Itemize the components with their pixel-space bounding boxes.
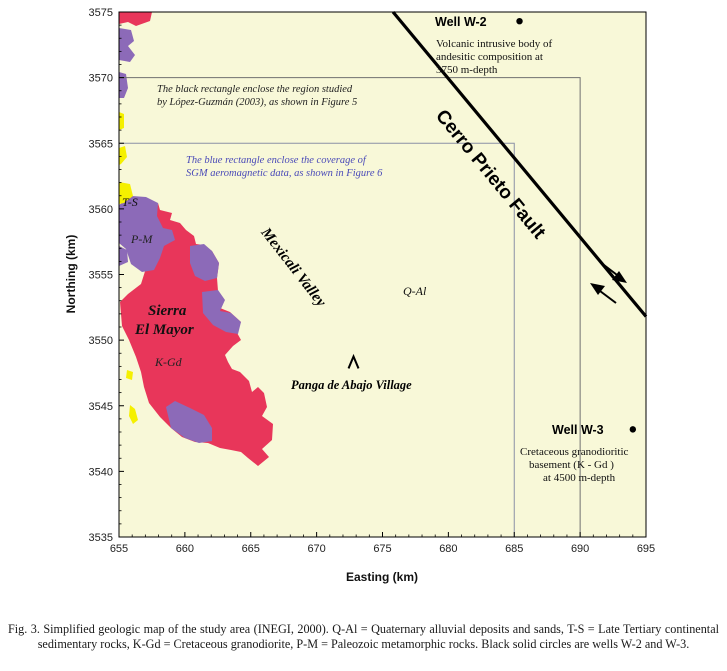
unit-t-s-tertiary [119,112,124,130]
unit-p-m-metamorphic-north-2 [119,72,128,98]
x-axis-label: Easting (km) [346,570,418,584]
x-tick-label: 675 [373,543,391,555]
well-w3-label: Well W-3 [552,423,604,437]
unit-k-gd-north-corner [119,12,128,20]
x-tick-label: 665 [242,543,260,555]
p-m-unit-label: P-M [130,232,153,246]
well-w2-marker [516,17,523,25]
black-rectangle [119,77,581,537]
well-w3-note-line-3: at 4500 m-depth [543,472,616,484]
unit-k-gd-granodiorite [120,203,273,466]
unit-p-m-metamorphic-north [119,28,135,62]
y-tick-label: 3575 [89,7,113,19]
black-rectangle-note-line-2: by López-Guzmán (2003), as shown in Figu… [157,97,357,108]
y-tick-label: 3560 [89,204,113,216]
sierra-el-mayor-label-line-1: Sierra [148,303,187,319]
well-w2-note-line-3: 3750 m-depth [436,64,498,76]
figure-caption: Fig. 3. Simplified geologic map of the s… [8,622,719,651]
blue-rectangle-edge [119,142,515,537]
village-label: Panga de Abajo Village [291,378,412,392]
x-tick-label: 685 [505,543,523,555]
unit-t-s-tertiary-2 [119,146,127,165]
blue-rectangle-note-line-1: The blue rectangle enclose the coverage … [186,155,368,166]
well-w3-note-line-1: Cretaceous granodioritic [520,446,629,458]
x-tick-label: 680 [439,543,457,555]
well-w2-label: Well W-2 [435,15,487,29]
x-tick-label: 660 [176,543,194,555]
y-axis-ticks: 3575 3570 3565 3560 3555 3550 3545 3540 3535 [89,7,124,544]
q-al-unit-label: Q-Al [403,284,427,298]
y-tick-label: 3535 [89,532,113,544]
y-tick-label: 3565 [89,138,113,150]
unit-t-s-tertiary-4 [126,370,133,380]
well-w3-marker [629,426,637,433]
black-rectangle-edge [119,77,581,537]
blue-rectangle-note-line-2: SGM aeromagnetic data, as shown in Figur… [186,168,383,179]
x-axis-ticks: 655 660 665 670 675 680 685 690 695 [110,532,655,555]
unit-p-m-metamorphic-east [190,244,219,281]
unit-p-m-metamorphic [119,196,175,272]
y-tick-label: 3550 [89,335,113,347]
sierra-el-mayor-label-line-2: El Mayor [134,322,194,338]
well-w2-note-line-1: Volcanic intrusive body of [436,38,553,50]
x-tick-label: 690 [571,543,589,555]
unit-t-s-tertiary-3 [119,182,133,204]
y-axis-label: Northing (km) [64,235,78,314]
k-gd-unit-label: K-Gd [154,355,183,369]
village-caret-shape [347,353,360,369]
y-tick-label: 3555 [89,270,113,282]
village-caret-icon [347,353,360,369]
geologic-map: 655 660 665 670 675 680 685 690 695 3575 3570 3565… [64,7,655,584]
unit-t-s-tertiary-5 [129,405,138,424]
x-tick-label: 670 [307,543,325,555]
blue-rectangle [119,142,515,537]
y-tick-label: 3545 [89,401,113,413]
fault-motion-arrows [590,261,627,304]
unit-p-m-metamorphic-sw [166,401,212,443]
y-tick-label: 3540 [89,466,113,478]
t-s-unit-label: T-S [122,195,138,209]
unit-p-m-metamorphic-south [202,290,241,334]
y-tick-label: 3570 [89,73,113,85]
x-tick-label: 655 [110,543,128,555]
well-w2-note-line-2: andesitic composition at [436,51,543,63]
black-rectangle-note-line-1: The black rectangle enclose the region s… [157,84,353,95]
x-tick-label: 695 [637,543,655,555]
well-w3-note-line-2: basement (K - Gd ) [529,459,614,471]
